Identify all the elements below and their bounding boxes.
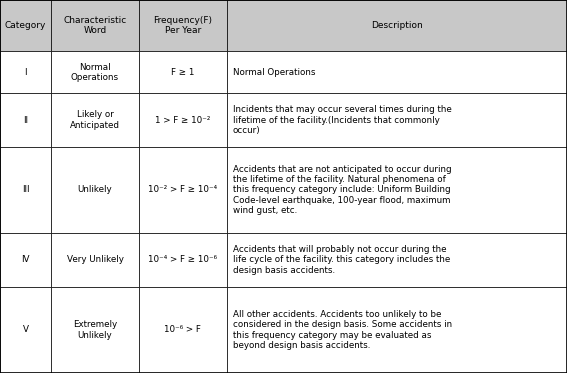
Text: Accidents that will probably not occur during the
life cycle of the facility. th: Accidents that will probably not occur d… <box>233 245 450 275</box>
Text: 10⁻⁴ > F ≥ 10⁻⁶: 10⁻⁴ > F ≥ 10⁻⁶ <box>149 256 217 264</box>
Bar <box>0 233 51 287</box>
Text: 1 > F ≥ 10⁻²: 1 > F ≥ 10⁻² <box>155 116 210 125</box>
Bar <box>139 287 227 373</box>
Text: Extremely
Unlikely: Extremely Unlikely <box>73 320 117 339</box>
Text: II: II <box>23 116 28 125</box>
Bar <box>139 51 227 93</box>
Bar <box>227 51 567 93</box>
Text: Frequency(F)
Per Year: Frequency(F) Per Year <box>153 16 213 35</box>
Text: F ≥ 1: F ≥ 1 <box>171 68 194 77</box>
Bar <box>0 51 51 93</box>
Text: Likely or
Anticipated: Likely or Anticipated <box>70 110 120 130</box>
Bar <box>0 93 51 147</box>
Bar <box>139 93 227 147</box>
Bar <box>51 233 139 287</box>
Text: Description: Description <box>371 21 423 30</box>
Bar <box>0 287 51 373</box>
Text: Very Unlikely: Very Unlikely <box>66 256 124 264</box>
Text: Normal Operations: Normal Operations <box>233 68 315 77</box>
Text: 10⁻² > F ≥ 10⁻⁴: 10⁻² > F ≥ 10⁻⁴ <box>149 185 217 194</box>
Text: IV: IV <box>22 256 29 264</box>
Bar <box>51 93 139 147</box>
Bar <box>0 0 51 51</box>
Text: I: I <box>24 68 27 77</box>
Text: III: III <box>22 185 29 194</box>
Text: Accidents that are not anticipated to occur during
the lifetime of the facility.: Accidents that are not anticipated to oc… <box>233 165 451 215</box>
Bar <box>227 0 567 51</box>
Bar <box>0 147 51 233</box>
Bar <box>227 147 567 233</box>
Text: Normal
Operations: Normal Operations <box>71 63 119 82</box>
Bar <box>51 51 139 93</box>
Bar <box>227 233 567 287</box>
Bar <box>139 233 227 287</box>
Text: 10⁻⁶ > F: 10⁻⁶ > F <box>164 325 201 334</box>
Bar <box>227 287 567 373</box>
Text: Characteristic
Word: Characteristic Word <box>64 16 126 35</box>
Text: All other accidents. Accidents too unlikely to be
considered in the design basis: All other accidents. Accidents too unlik… <box>233 310 452 350</box>
Text: V: V <box>23 325 28 334</box>
Bar <box>51 0 139 51</box>
Text: Incidents that may occur several times during the
lifetime of the facility.(Inci: Incidents that may occur several times d… <box>233 105 451 135</box>
Text: Unlikely: Unlikely <box>78 185 112 194</box>
Bar <box>51 147 139 233</box>
Bar <box>227 93 567 147</box>
Bar <box>51 287 139 373</box>
Bar <box>139 0 227 51</box>
Text: Category: Category <box>5 21 46 30</box>
Bar <box>139 147 227 233</box>
